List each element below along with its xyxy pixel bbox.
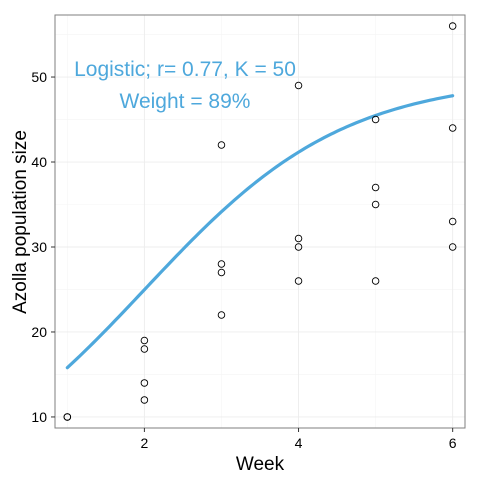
data-point	[140, 379, 149, 387]
data-point	[294, 234, 303, 243]
x-axis-title: Week	[236, 454, 285, 475]
data-point	[371, 183, 380, 192]
annotation-weight: Weight = 89%	[120, 90, 251, 113]
data-point	[448, 217, 457, 226]
logistic-fit-line	[65, 94, 455, 370]
data-point	[140, 345, 149, 353]
axis-ticks: 2 4 6 10 20 30 40 50	[31, 69, 456, 451]
data-point	[448, 124, 457, 132]
data-point	[217, 311, 226, 319]
data-point	[448, 243, 457, 251]
data-point	[371, 277, 380, 285]
data-point	[371, 115, 380, 124]
data-point	[140, 336, 149, 345]
y-tick-label: 40	[31, 154, 47, 170]
data-point	[140, 396, 149, 404]
x-tick-label: 4	[295, 435, 303, 451]
data-point	[217, 268, 226, 277]
data-point	[63, 413, 72, 421]
data-point	[217, 141, 226, 149]
data-point	[294, 81, 303, 90]
y-tick-label: 50	[31, 69, 47, 85]
points-layer	[63, 22, 457, 421]
data-point	[294, 277, 303, 285]
data-point	[217, 260, 226, 268]
annotation-model: Logistic; r= 0.77, K = 50	[74, 58, 296, 81]
x-tick-label: 2	[141, 435, 149, 451]
plot-panel-border	[54, 14, 466, 429]
data-point	[448, 22, 457, 30]
y-tick-label: 20	[31, 324, 47, 340]
data-point	[371, 200, 380, 209]
y-tick-label: 30	[31, 239, 47, 255]
y-tick-label: 10	[31, 409, 47, 425]
y-axis-title: Azolla population size	[10, 130, 31, 314]
grid	[55, 15, 465, 428]
x-tick-label: 6	[449, 435, 457, 451]
fit-curve-layer	[65, 94, 455, 370]
data-point	[294, 243, 303, 251]
